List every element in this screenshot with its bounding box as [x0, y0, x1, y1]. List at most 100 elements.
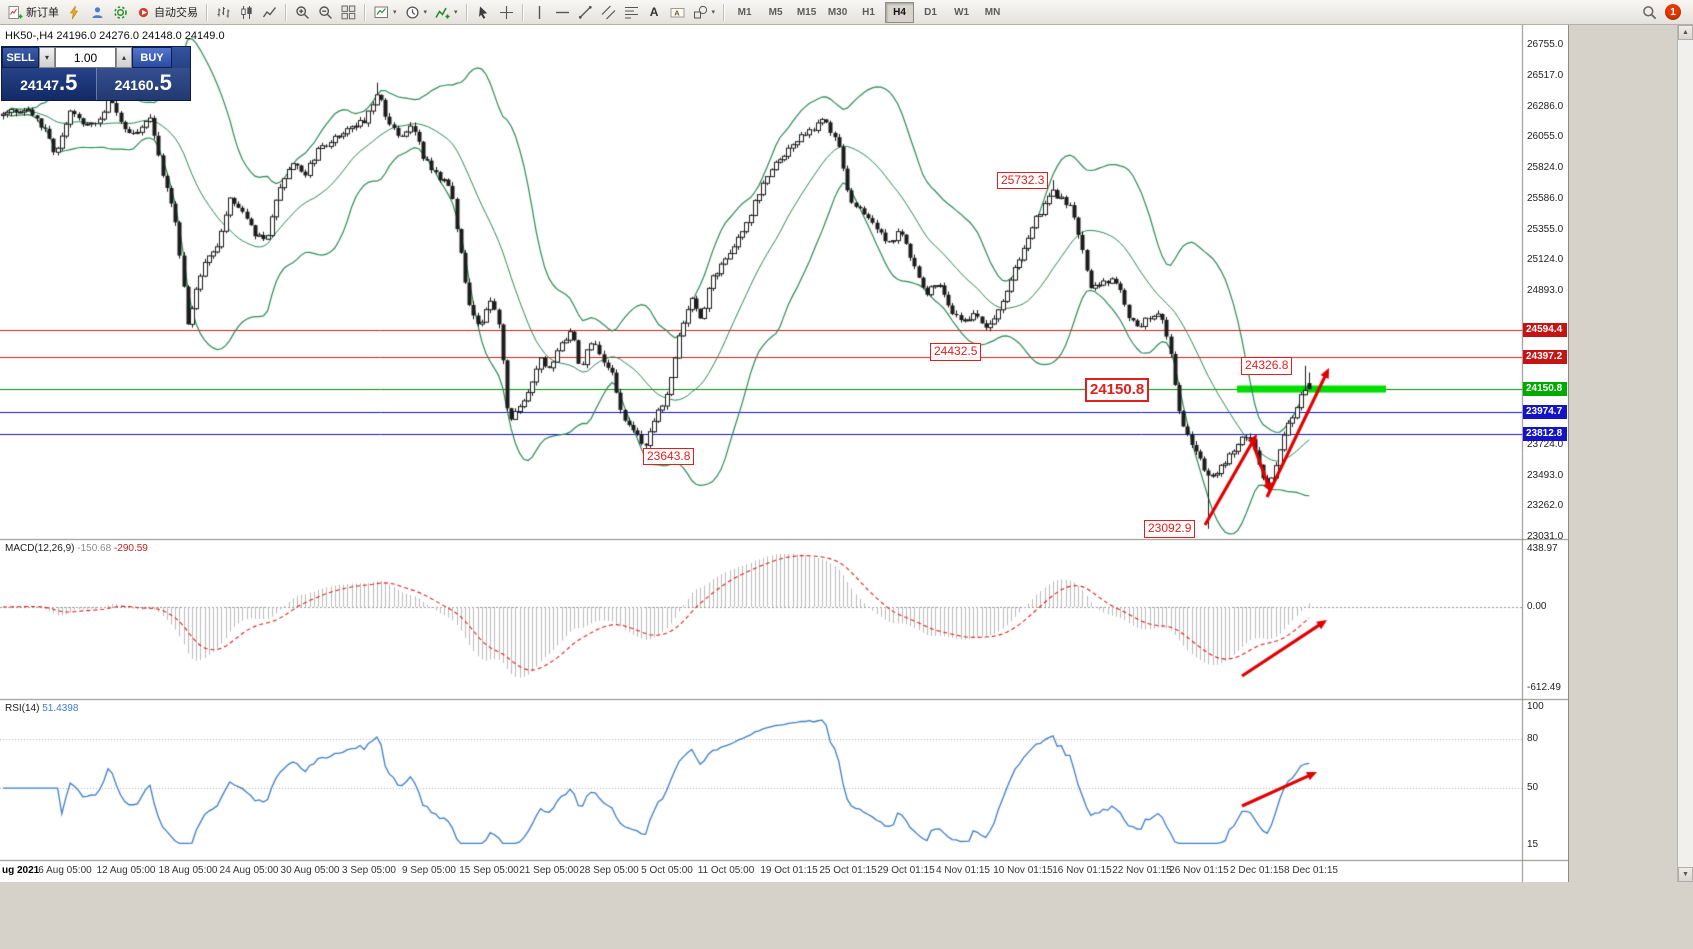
timeframe-d1-button[interactable]: D1 [924, 6, 937, 18]
chart-canvas[interactable] [0, 25, 1568, 882]
text-label-button[interactable]: A [666, 1, 689, 24]
price-annotation[interactable]: 24326.8 [1241, 357, 1293, 375]
price-annotation[interactable]: 23092.9 [1144, 520, 1196, 538]
zoom-out-button[interactable] [314, 1, 337, 24]
tile-windows-button[interactable] [337, 1, 360, 24]
volume-input[interactable] [55, 47, 116, 68]
toolbar-separator [364, 3, 366, 21]
price-annotation[interactable]: 24150.8 [1085, 378, 1150, 402]
buy-button[interactable]: BUY [132, 47, 172, 68]
one-click-trade-panel: SELL ▾ ▴ BUY 24147.5 24160.5 [1, 46, 191, 101]
cursor-button[interactable] [472, 1, 495, 24]
timeframe-group: M1 M5 M15 M30 H1 H4 D1 W1 MN [729, 1, 1008, 23]
price-axis[interactable]: 26755.0 26517.0 26286.0 26055.0 25824.0 25586… [1523, 25, 1568, 882]
shapes-button[interactable]: ▾ [689, 1, 720, 24]
notification-badge[interactable]: 1 [1665, 4, 1681, 20]
vertical-line-button[interactable] [528, 1, 551, 24]
timeframe-h4-button[interactable]: H4 [885, 1, 915, 23]
text-button[interactable]: A [643, 1, 666, 24]
time-tick-label: 16 Nov 01:15 [1052, 865, 1112, 876]
timeframe-m30-button[interactable]: M30 [827, 6, 848, 18]
channel-icon [601, 5, 616, 20]
time-tick-label: 15 Sep 05:00 [459, 865, 519, 876]
toolbar-separator [521, 3, 524, 21]
price-tick-label: 26286.0 [1527, 100, 1564, 112]
candlestick-chart-icon [239, 5, 254, 20]
rsi-tick-label: 15 [1527, 839, 1539, 850]
fibonacci-button[interactable] [620, 1, 643, 24]
timeframe-w1-button[interactable]: W1 [954, 6, 970, 18]
autotrade-flash-button[interactable] [63, 1, 86, 24]
scroll-down-button[interactable]: ▼ [1678, 867, 1693, 882]
price-annotation[interactable]: 25732.3 [997, 171, 1049, 190]
buy-price[interactable]: 24160.5 [95, 68, 190, 100]
auto-trading-button[interactable]: 自动交易 [132, 1, 202, 24]
time-tick-label: 11 Oct 05:00 [697, 865, 755, 876]
price-badge: 24150.8 [1523, 382, 1567, 397]
profiles-button[interactable]: ▾ [401, 1, 432, 24]
price-tick-label: 23724.0 [1527, 439, 1564, 451]
horizontal-line-icon [555, 5, 570, 20]
price-annotation[interactable]: 24432.5 [930, 343, 982, 361]
candlestick-chart-button[interactable] [235, 1, 258, 24]
toolbar-buttons: 新订单 自动交易 ▾ ▾ ▾ A A ▾ [4, 1, 729, 24]
rsi-indicator-label: RSI(14) 51.4398 [5, 703, 78, 714]
price-tick-label: 26517.0 [1527, 70, 1564, 82]
line-chart-icon [262, 5, 277, 20]
search-button[interactable] [1638, 1, 1661, 24]
timeframe-h1-button[interactable]: H1 [862, 6, 875, 18]
macd-tick-label: -612.49 [1527, 681, 1561, 693]
time-tick-label: 12 Aug 05:00 [96, 865, 156, 876]
crosshair-button[interactable] [495, 1, 518, 24]
macd-indicator-label: MACD(12,26,9) -150.68 -290.59 [5, 543, 148, 554]
time-tick-label: 18 Aug 05:00 [158, 865, 218, 876]
indicators-icon [435, 5, 450, 20]
time-tick-label: 3 Sep 05:00 [342, 865, 396, 876]
volume-down-button[interactable]: ▾ [39, 47, 55, 68]
crosshair-icon [499, 5, 514, 20]
time-tick-label: 21 Sep 05:00 [519, 865, 579, 876]
new-chart-button[interactable]: ▾ [370, 1, 401, 24]
equidistant-channel-button[interactable] [597, 1, 620, 24]
svg-text:A: A [674, 8, 680, 17]
trade-panel-prices: 24147.5 24160.5 [2, 68, 190, 100]
time-tick-label: 24 Aug 05:00 [219, 865, 279, 876]
time-tick-label: 10 Nov 01:15 [993, 865, 1053, 876]
expert-advisors-button[interactable] [109, 1, 132, 24]
timeframe-m5-button[interactable]: M5 [768, 6, 783, 18]
line-chart-button[interactable] [258, 1, 281, 24]
vertical-scrollbar[interactable]: ▲ ▼ [1677, 25, 1693, 882]
indicators-button[interactable]: ▾ [431, 1, 462, 24]
time-tick-label: ug 2021 [2, 865, 40, 876]
scroll-up-button[interactable]: ▲ [1678, 25, 1693, 40]
timeframe-m1-button[interactable]: M1 [737, 6, 752, 18]
bar-chart-icon [216, 5, 231, 20]
horizontal-line-button[interactable] [551, 1, 574, 24]
new-order-button[interactable]: 新订单 [4, 1, 63, 24]
toolbar-separator [285, 3, 287, 21]
timeframe-m15-button[interactable]: M15 [796, 6, 817, 18]
price-tick-label: 25824.0 [1527, 162, 1564, 173]
dropdown-caret-icon: ▾ [423, 9, 428, 16]
accounts-button[interactable] [86, 1, 109, 24]
time-axis[interactable]: ug 2021 6 Aug 05:00 12 Aug 05:00 18 Aug 05:… [0, 861, 1522, 882]
time-tick-label: 8 Dec 01:15 [1284, 865, 1338, 876]
shapes-icon [693, 5, 708, 20]
rsi-tick-label: 100 [1527, 701, 1544, 712]
sell-button[interactable]: SELL [2, 47, 39, 68]
zoom-out-icon [318, 5, 333, 20]
volume-up-button[interactable]: ▴ [116, 47, 132, 68]
price-badge: 23812.8 [1523, 426, 1567, 441]
macd-tick-label: 438.97 [1527, 542, 1558, 554]
trendline-button[interactable] [574, 1, 597, 24]
toolbar-right: 1 [1638, 1, 1689, 24]
dropdown-caret-icon: ▾ [393, 9, 397, 16]
bar-chart-button[interactable] [212, 1, 235, 24]
sell-price[interactable]: 24147.5 [2, 68, 96, 100]
zoom-in-button[interactable] [291, 1, 314, 24]
price-annotation[interactable]: 23643.8 [643, 447, 695, 466]
time-tick-label: 5 Oct 05:00 [641, 865, 693, 876]
timeframe-mn-button[interactable]: MN [984, 6, 1001, 18]
zoom-in-icon [295, 5, 310, 20]
time-tick-label: 29 Oct 01:15 [877, 865, 935, 876]
